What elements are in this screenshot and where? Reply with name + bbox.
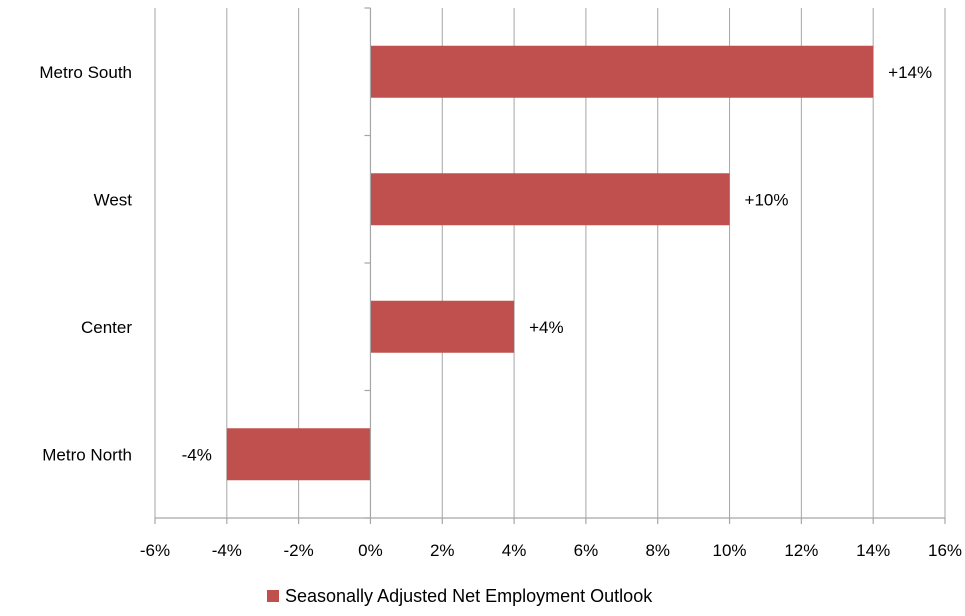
bar (226, 428, 371, 481)
x-tick-label: -2% (284, 541, 314, 560)
category-label: West (94, 190, 133, 209)
x-tick-label: -6% (140, 541, 170, 560)
x-tick-label: 16% (928, 541, 962, 560)
category-label: Center (81, 318, 132, 337)
x-tick-label: 14% (856, 541, 890, 560)
legend: Seasonally Adjusted Net Employment Outlo… (267, 586, 653, 606)
axes (154, 7, 946, 524)
category-label: Metro North (42, 445, 132, 464)
data-label: -4% (182, 445, 212, 464)
data-label: +14% (888, 63, 932, 82)
x-tick-label: 4% (502, 541, 527, 560)
bar (370, 300, 515, 353)
x-tick-label: -4% (212, 541, 242, 560)
bar (370, 173, 730, 226)
x-tick-label: 10% (713, 541, 747, 560)
legend-swatch (267, 590, 279, 602)
x-tick-label: 12% (784, 541, 818, 560)
x-tick-label: 0% (358, 541, 383, 560)
data-label: +4% (529, 318, 564, 337)
labels: -6% -4% -2% 0% 2% 4% 6% 8% 10% 12% 14% 16% Metro Sou… (39, 63, 962, 560)
legend-entry: Seasonally Adjusted Net Employment Outlo… (285, 586, 653, 606)
category-label: Metro South (39, 63, 132, 82)
x-tick-label: 8% (645, 541, 670, 560)
bar (370, 45, 874, 98)
bars (226, 45, 874, 481)
x-tick-label: 2% (430, 541, 455, 560)
x-tick-label: 6% (574, 541, 599, 560)
data-label: +10% (745, 190, 789, 209)
